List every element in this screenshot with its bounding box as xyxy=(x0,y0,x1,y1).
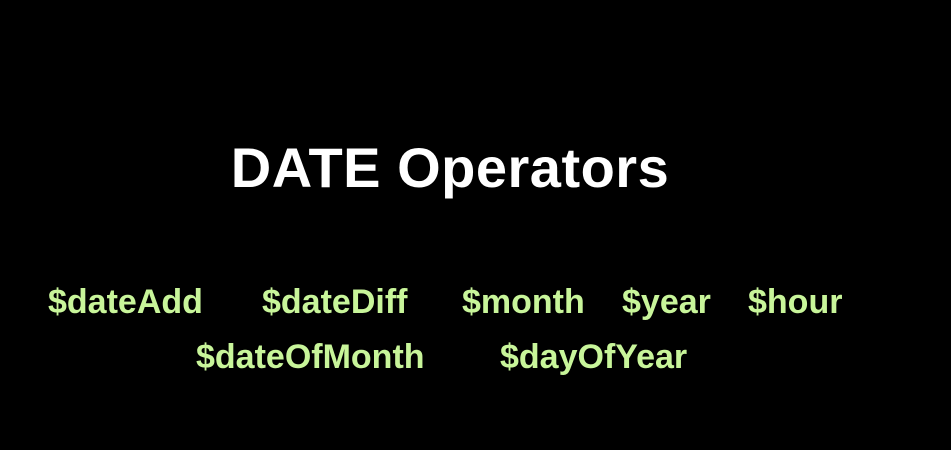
operator-date-of-month: $dateOfMonth xyxy=(196,338,425,376)
slide-title: DATE Operators xyxy=(230,136,670,199)
operator-month: $month xyxy=(462,283,585,321)
operator-row-2: $dateOfMonth $dayOfYear xyxy=(0,340,900,380)
operator-hour: $hour xyxy=(748,283,843,321)
operator-row-1: $dateAdd $dateDiff $month $year $hour xyxy=(0,285,900,325)
operator-year: $year xyxy=(622,283,711,321)
operator-date-add: $dateAdd xyxy=(48,283,203,321)
operator-date-diff: $dateDiff xyxy=(262,283,408,321)
operator-day-of-year: $dayOfYear xyxy=(500,338,688,376)
